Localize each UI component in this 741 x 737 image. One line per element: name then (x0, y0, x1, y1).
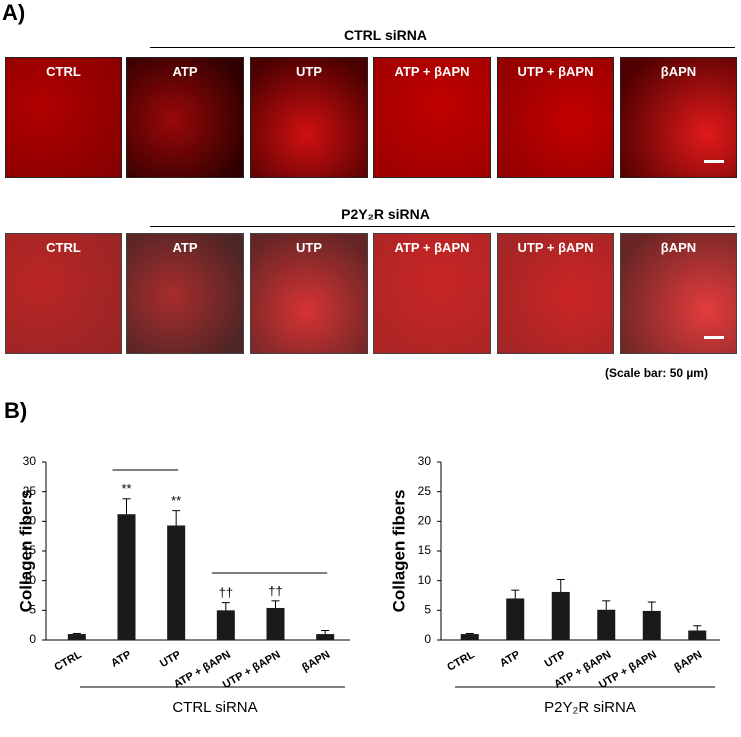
annotation: †† (219, 585, 233, 600)
y-tick-label: 30 (418, 454, 432, 468)
x-tick-label: βAPN (300, 649, 332, 674)
micrograph: βAPN (620, 57, 737, 178)
y-tick-label: 20 (23, 514, 37, 528)
image-label: UTP + βAPN (517, 64, 594, 79)
micrograph: CTRL (5, 233, 122, 354)
y-tick-label: 15 (418, 543, 432, 557)
micrograph: ATP + βAPN (373, 57, 491, 178)
panel-label: B) (4, 398, 28, 423)
y-tick-label: 15 (23, 543, 37, 557)
bar (460, 634, 479, 640)
image-label: UTP + βAPN (517, 240, 594, 255)
x-tick-label: UTP (158, 649, 183, 670)
bar (316, 634, 335, 640)
y-tick-label: 30 (23, 454, 37, 468)
image-label: βAPN (660, 64, 697, 79)
micrograph: CTRL (5, 57, 122, 178)
micrograph: ATP (126, 57, 244, 178)
rule (150, 226, 735, 227)
y-tick-label: 10 (418, 573, 432, 587)
micrograph: βAPN (620, 233, 737, 354)
scale-note: (Scale bar: 50 µm) (605, 366, 708, 380)
bar (266, 607, 285, 640)
bar (506, 598, 525, 640)
micrograph: UTP + βAPN (497, 57, 614, 178)
annotation: †† (268, 583, 282, 598)
y-axis-label: Collagen fibers (16, 490, 35, 613)
micrograph: UTP (250, 57, 368, 178)
panel-label: A) (2, 0, 26, 25)
x-tick-label: ATP (498, 649, 522, 670)
bar (642, 610, 661, 640)
x-axis-label: CTRL siRNA (172, 699, 257, 716)
y-tick-label: 5 (424, 603, 431, 617)
x-axis-label: P2Y₂R siRNA (544, 699, 636, 716)
image-label: UTP (296, 240, 322, 255)
y-axis-label: Collagen fibers (389, 490, 408, 613)
y-tick-label: 20 (418, 514, 432, 528)
annotation: ** (121, 481, 131, 496)
y-tick-label: 10 (23, 573, 37, 587)
micrograph: ATP + βAPN (373, 233, 491, 354)
x-tick-label: CTRL (445, 649, 477, 674)
y-tick-label: 25 (23, 484, 37, 498)
x-tick-label: CTRL (52, 649, 84, 674)
micrograph: UTP + βAPN (497, 233, 614, 354)
rule (150, 47, 735, 48)
y-tick-label: 25 (418, 484, 432, 498)
micrograph: ATP (126, 233, 244, 354)
image-label: CTRL (46, 240, 81, 255)
bar (117, 514, 136, 640)
y-tick-label: 5 (29, 603, 36, 617)
x-tick-label: ATP (109, 649, 133, 670)
image-label: βAPN (660, 240, 697, 255)
bar (688, 630, 707, 640)
image-label: ATP + βAPN (394, 64, 470, 79)
image-label: CTRL (46, 64, 81, 79)
group-title: P2Y₂R siRNA (341, 206, 430, 222)
annotation: ** (171, 493, 181, 508)
x-tick-label: βAPN (672, 649, 704, 674)
micrograph: UTP (250, 233, 368, 354)
bar (216, 610, 235, 640)
scale-bar (704, 160, 724, 163)
bar (597, 609, 616, 640)
y-tick-label: 0 (424, 632, 431, 646)
y-tick-label: 0 (29, 632, 36, 646)
group-title: CTRL siRNA (344, 27, 427, 43)
bar (67, 634, 86, 640)
image-label: ATP + βAPN (394, 240, 470, 255)
x-tick-label: UTP (543, 649, 568, 670)
image-label: ATP (172, 64, 198, 79)
bar (167, 525, 186, 640)
scale-bar (704, 336, 724, 339)
bar (551, 591, 570, 640)
image-label: UTP (296, 64, 322, 79)
image-label: ATP (172, 240, 198, 255)
